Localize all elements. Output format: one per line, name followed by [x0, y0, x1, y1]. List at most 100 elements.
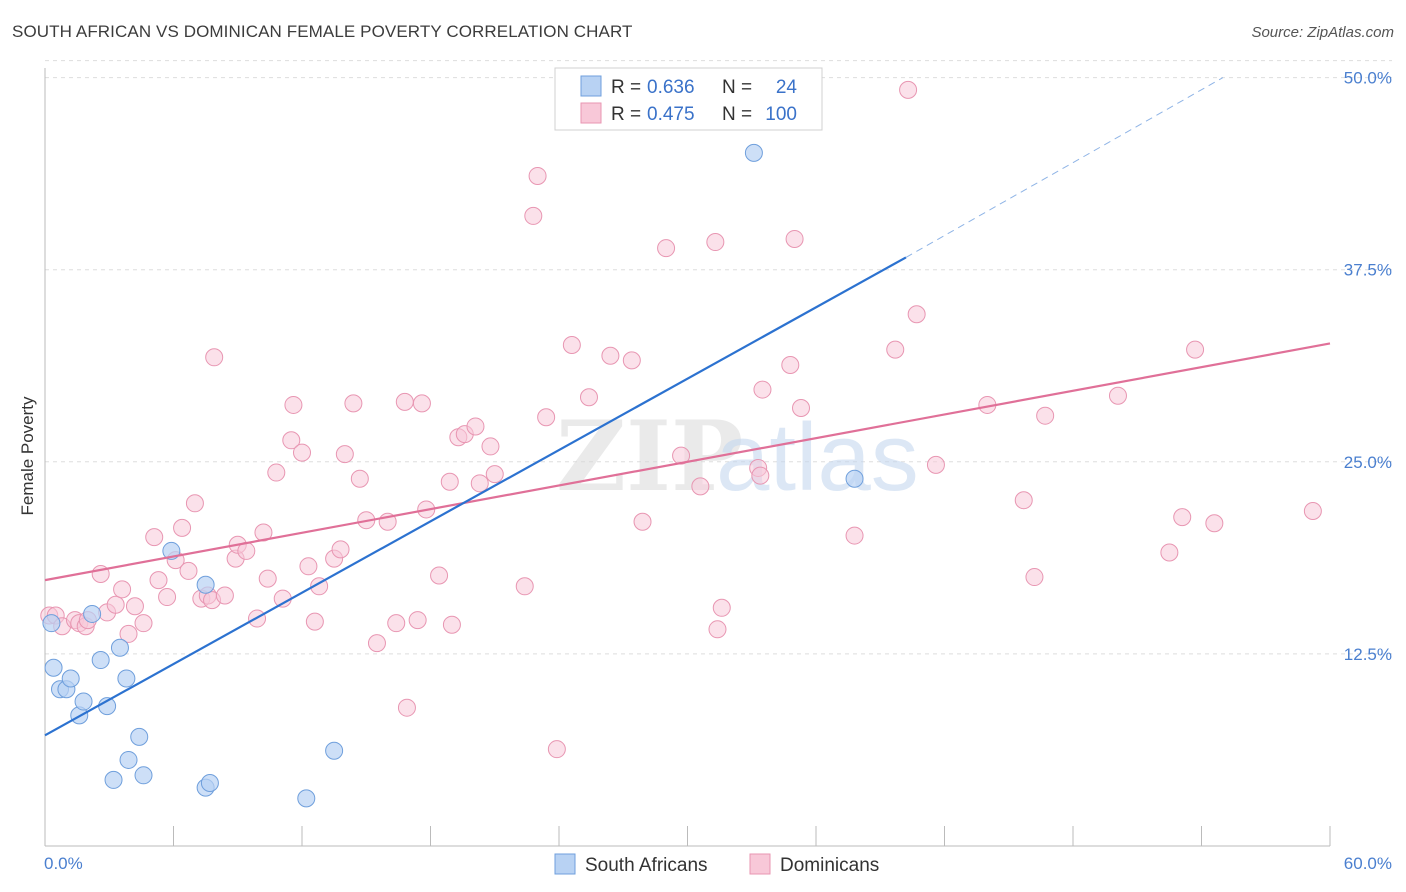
dominicans-point [205, 348, 224, 367]
y-tick-labels: 12.5% 25.0% 37.5% 50.0% [1344, 69, 1392, 664]
dominicans-point [158, 588, 177, 607]
dominicans-point [886, 340, 905, 359]
south-africans-point [61, 669, 80, 688]
dominicans-point [528, 166, 547, 185]
dominicans-point [633, 512, 652, 531]
y-tick-label: 50.0% [1344, 69, 1392, 88]
dominicans-point [672, 446, 691, 465]
y-axis-label: Female Poverty [18, 396, 37, 516]
south-africans-point [325, 741, 344, 760]
dominicans-point [395, 392, 414, 411]
y-tick-label: 25.0% [1344, 453, 1392, 472]
series-legend-swatch-dominicans [749, 853, 771, 875]
source-note: Source: ZipAtlas.com [1251, 24, 1394, 41]
south-africans-points [42, 143, 864, 808]
dominicans-point [1173, 508, 1192, 527]
grid-layer [45, 60, 1392, 655]
dominicans-point [524, 206, 543, 225]
south-africans-point [44, 658, 63, 677]
dominicans-point [335, 445, 354, 464]
dominicans-point [907, 305, 926, 324]
dominicans-point [708, 620, 727, 639]
trend-lines [44, 77, 1331, 737]
dominicans-point [149, 571, 168, 590]
legend-r-value-1: 0.636 [647, 77, 695, 98]
south-africans-trend-extension [905, 77, 1224, 258]
dominicans-point [106, 595, 125, 614]
dominicans-point [706, 233, 725, 252]
south-africans-point [845, 469, 864, 488]
south-africans-point [196, 575, 215, 594]
dominicans-point [284, 395, 303, 414]
dominicans-point [562, 336, 581, 355]
legend-r-label-1: R = [611, 77, 641, 98]
south-africans-point [200, 773, 219, 792]
south-africans-point [119, 750, 138, 769]
dominicans-point [440, 472, 459, 491]
y-tick-label: 12.5% [1344, 645, 1392, 664]
south-africans-point [744, 143, 763, 162]
dominicans-point [367, 634, 386, 653]
legend-n-label-1: N = [722, 77, 752, 98]
dominicans-point [601, 346, 620, 365]
series-legend-swatch-south-africans [554, 853, 576, 875]
dominicans-point [753, 380, 772, 399]
correlation-legend: R = 0.636 N = 24 R = 0.475 N = 100 [554, 67, 823, 131]
dominicans-point [331, 540, 350, 559]
dominicans-point [691, 477, 710, 496]
x-tick-label-max: 60.0% [1344, 854, 1392, 873]
dominicans-point [1205, 514, 1224, 533]
dominicans-point [442, 615, 461, 634]
south-africans-trend-line [44, 256, 907, 737]
dominicans-point [350, 469, 369, 488]
legend-n-value-2: 100 [765, 104, 797, 125]
dominicans-point [113, 580, 132, 599]
legend-r-label-2: R = [611, 104, 641, 125]
dominicans-point [387, 614, 406, 633]
dominicans-point [579, 388, 598, 407]
dominicans-point [926, 455, 945, 474]
dominicans-point [466, 417, 485, 436]
legend-swatch-blue [580, 75, 602, 97]
dominicans-point [282, 431, 301, 450]
dominicans-point [845, 526, 864, 545]
dominicans-point [430, 566, 449, 585]
dominicans-point [547, 740, 566, 759]
y-tick-label: 37.5% [1344, 261, 1392, 280]
dominicans-point [1025, 568, 1044, 587]
dominicans-point [515, 577, 534, 596]
dominicans-point [1108, 386, 1127, 405]
dominicans-point [781, 355, 800, 374]
south-africans-point [110, 638, 129, 657]
dominicans-point [1303, 501, 1322, 520]
dominicans-point [125, 597, 144, 616]
dominicans-point [412, 394, 431, 413]
series-legend-south-africans: South Africans [585, 855, 708, 876]
south-africans-point [134, 766, 153, 785]
dominicans-point [481, 437, 500, 456]
dominicans-point [1186, 340, 1205, 359]
dominicans-point [299, 557, 318, 576]
dominicans-point [1036, 406, 1055, 425]
dominicans-point [485, 465, 504, 484]
series-legend: South Africans Dominicans [554, 853, 879, 876]
dominicans-point [305, 612, 324, 631]
south-africans-point [83, 604, 102, 623]
dominicans-point [185, 494, 204, 513]
watermark-atlas: atlas [716, 404, 919, 511]
dominicans-trend-line [44, 342, 1331, 582]
dominicans-point [344, 394, 363, 413]
dominicans-point [397, 698, 416, 717]
dominicans-point [785, 229, 804, 248]
legend-n-label-2: N = [722, 104, 752, 125]
dominicans-point [657, 239, 676, 258]
dominicans-point [119, 624, 138, 643]
south-africans-point [117, 669, 136, 688]
legend-r-value-2: 0.475 [647, 104, 695, 125]
dominicans-point [1160, 543, 1179, 562]
dominicans-point [537, 408, 556, 427]
chart-title: SOUTH AFRICAN VS DOMINICAN FEMALE POVERT… [12, 22, 633, 41]
south-africans-point [104, 770, 123, 789]
dominicans-point [1014, 491, 1033, 510]
